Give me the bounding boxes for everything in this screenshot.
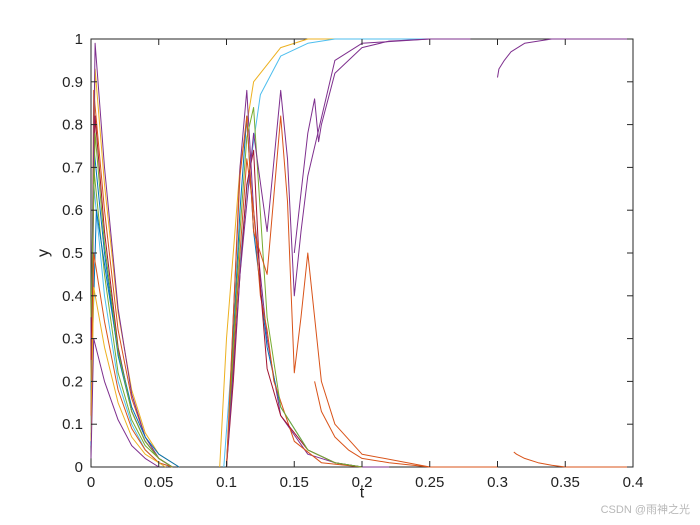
x-tick-label-6: 0.3 [487,474,508,491]
series-line-21 [293,38,471,254]
series-line-20 [226,38,430,468]
series-line-17 [226,158,363,468]
x-tick-label-0: 0 [87,474,95,491]
x-tick-label-2: 0.1 [216,474,237,491]
x-axis-label: t [360,484,365,501]
y-tick-label-7: 0.7 [62,159,83,176]
series-line-19 [226,107,363,468]
series-line-10 [90,286,166,468]
y-tick-label-9: 0.9 [62,74,83,91]
y-tick-label-3: 0.3 [62,331,83,348]
y-tick-label-10: 1 [75,31,83,48]
x-tick-label-1: 0.05 [144,474,173,491]
y-tick-label-2: 0.2 [62,373,83,390]
plot-area [90,38,634,468]
y-tick-label-6: 0.6 [62,202,83,219]
x-tick-label-3: 0.15 [280,474,309,491]
y-tick-label-5: 0.5 [62,245,83,262]
x-tick-label-5: 0.25 [415,474,444,491]
series-line-11 [90,132,173,468]
y-tick-label-8: 0.8 [62,117,83,134]
series-line-24 [497,38,633,78]
tick-layer: 0 0.05 0.1 0.15 0.2 0.25 0.3 0.35 0.4 0 0.1 0.2 0.3 0… [62,31,643,491]
x-tick-label-7: 0.35 [551,474,580,491]
x-tick-label-8: 0.4 [623,474,644,491]
y-axis-label: y [35,249,52,257]
y-tick-label-1: 0.1 [62,416,83,433]
x-tick-label-4: 0.2 [352,474,373,491]
y-tick-label-4: 0.4 [62,288,83,305]
series-line-22 [226,115,430,468]
series-line-23 [314,381,498,468]
series-line-9 [90,252,173,468]
watermark: CSDN @雨神之光 [600,504,690,516]
y-tick-label-0: 0 [75,459,83,476]
